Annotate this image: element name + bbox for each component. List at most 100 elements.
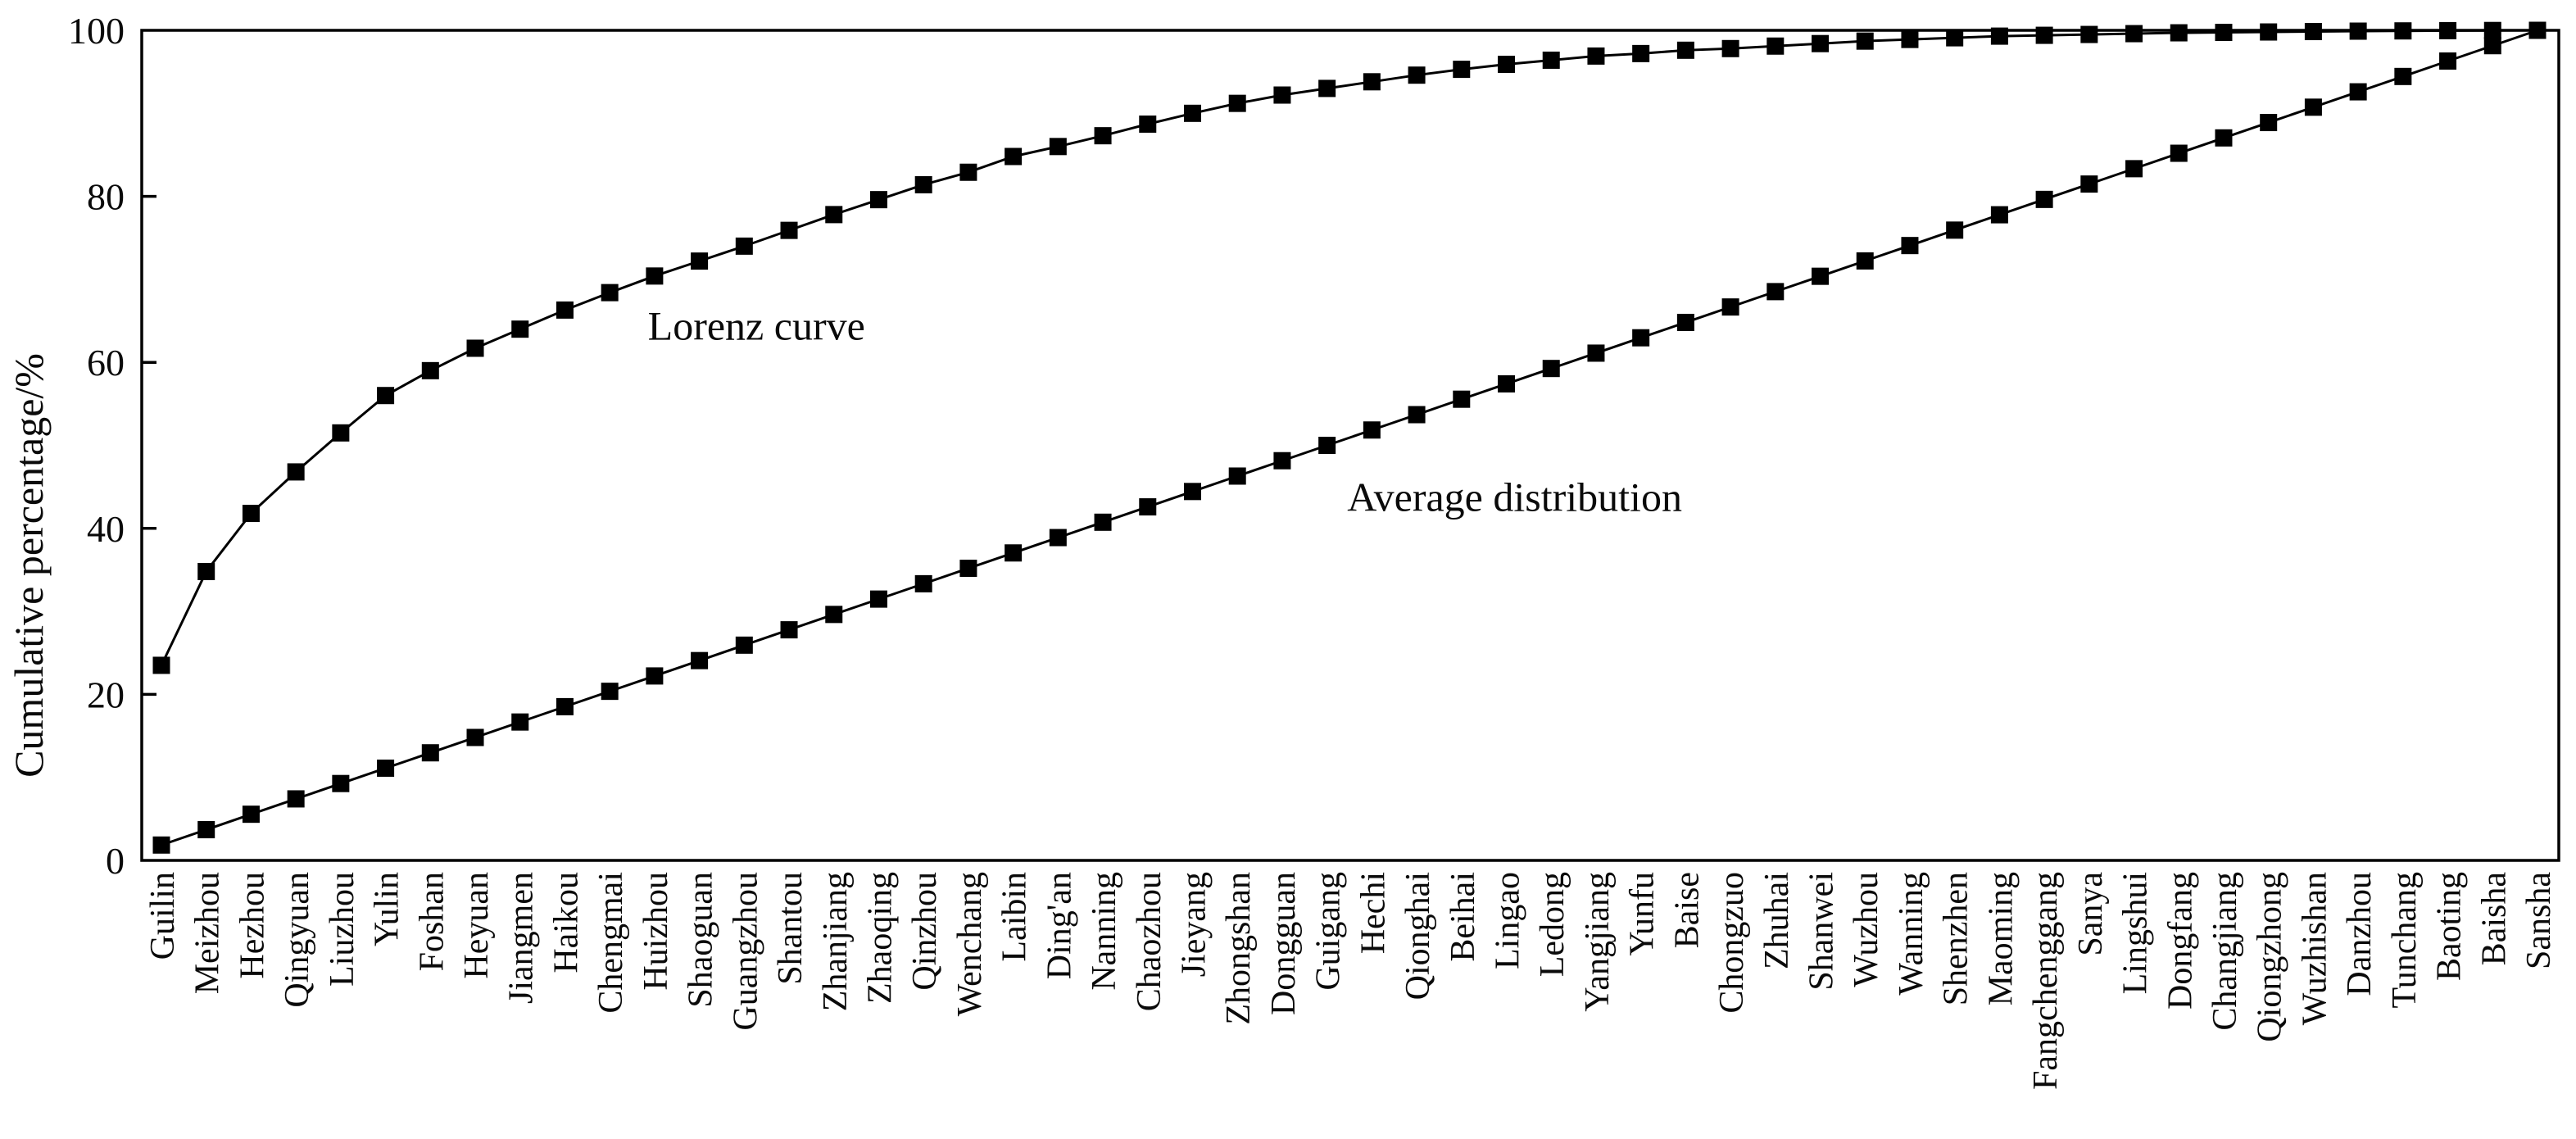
data-point-marker xyxy=(1183,483,1201,501)
x-category-label: Qionghai xyxy=(1399,872,1437,1000)
x-category-label: Fangchenggang xyxy=(2027,872,2065,1090)
data-point-marker xyxy=(2528,21,2547,39)
x-category-label: Foshan xyxy=(413,872,451,971)
x-category-label: Yunfu xyxy=(1624,872,1662,956)
data-point-marker xyxy=(332,774,350,792)
data-point-marker xyxy=(825,606,843,624)
x-category-label: Hechi xyxy=(1354,872,1392,954)
data-point-marker xyxy=(691,651,709,669)
x-category-label: Shenzhen xyxy=(1938,872,1975,1005)
data-point-marker xyxy=(1812,267,1830,285)
data-point-marker xyxy=(1094,127,1112,145)
x-category-label: Laibin xyxy=(996,872,1034,962)
x-category-label: Chongzuo xyxy=(1713,872,1751,1014)
x-category-label: Sansha xyxy=(2520,872,2558,969)
x-category-label: Shanwei xyxy=(1803,872,1841,991)
data-point-marker xyxy=(1273,452,1291,470)
x-category-label: Lingshui xyxy=(2117,872,2155,994)
data-point-marker xyxy=(1139,498,1157,516)
data-point-marker xyxy=(914,574,932,592)
data-point-marker xyxy=(1318,437,1336,454)
lorenz-curve-label: Lorenz curve xyxy=(648,303,865,349)
x-category-label: Baoting xyxy=(2431,872,2469,981)
data-point-marker xyxy=(242,805,260,824)
data-point-marker xyxy=(511,713,529,731)
data-point-marker xyxy=(2080,175,2098,193)
x-category-label: Guigang xyxy=(1310,872,1348,991)
data-point-marker xyxy=(1676,41,1694,59)
y-tick-label: 20 xyxy=(87,674,125,715)
data-point-marker xyxy=(1005,544,1023,562)
data-point-marker xyxy=(1228,94,1246,112)
data-point-marker xyxy=(646,667,664,685)
data-point-marker xyxy=(2483,21,2501,39)
data-point-marker xyxy=(1228,467,1246,485)
x-category-label: Qingyuan xyxy=(279,872,316,1008)
data-point-marker xyxy=(2170,144,2188,162)
average-distribution-series xyxy=(152,21,2547,854)
x-category-label: Liuzhou xyxy=(324,872,361,987)
data-series xyxy=(152,21,2547,854)
x-category-label: Lingao xyxy=(1490,872,1527,969)
x-category-label: Chaozhou xyxy=(1131,872,1168,1011)
plot-border xyxy=(140,29,2560,862)
data-point-marker xyxy=(2439,21,2457,39)
data-point-marker xyxy=(1990,27,2008,45)
data-point-marker xyxy=(1990,206,2008,224)
data-point-marker xyxy=(601,683,619,701)
x-category-label: Hezhou xyxy=(234,872,271,979)
data-point-marker xyxy=(869,191,887,209)
y-tick-label: 40 xyxy=(87,508,125,550)
x-category-label: Wenchang xyxy=(951,872,989,1016)
x-category-label: Baise xyxy=(1668,872,1706,948)
data-point-marker xyxy=(1721,298,1739,316)
data-point-marker xyxy=(1812,34,1830,52)
y-tick-label: 100 xyxy=(68,10,125,52)
data-point-marker xyxy=(242,505,260,523)
plot-area xyxy=(140,29,2560,862)
x-category-label: Ding'an xyxy=(1041,872,1078,979)
x-category-label: Heyuan xyxy=(458,872,496,979)
data-point-marker xyxy=(2349,22,2367,40)
data-point-marker xyxy=(1453,390,1471,408)
x-category-label: Nanning xyxy=(1086,872,1123,991)
data-point-marker xyxy=(1094,513,1112,531)
data-point-marker xyxy=(1318,79,1336,98)
x-category-label: Baisha xyxy=(2475,872,2513,966)
data-point-marker xyxy=(1901,30,1919,48)
data-point-marker xyxy=(691,252,709,270)
data-point-marker xyxy=(959,163,977,181)
data-point-marker xyxy=(332,424,350,442)
data-point-marker xyxy=(511,320,529,338)
x-category-label: Qinzhou xyxy=(906,872,944,991)
data-point-marker xyxy=(1049,138,1067,156)
x-category-label: Zhuhai xyxy=(1758,872,1796,969)
x-category-label: Zhanjiang xyxy=(817,872,855,1011)
data-point-marker xyxy=(2215,129,2233,147)
data-point-marker xyxy=(2439,52,2457,70)
data-point-marker xyxy=(2260,114,2278,132)
data-point-marker xyxy=(2125,160,2143,178)
y-tick-label: 80 xyxy=(87,176,125,218)
data-point-marker xyxy=(377,387,395,405)
data-point-marker xyxy=(287,790,305,808)
data-point-marker xyxy=(1049,529,1067,547)
data-point-marker xyxy=(466,339,484,357)
x-category-label: Yulin xyxy=(369,872,406,946)
data-point-marker xyxy=(1408,406,1426,424)
y-tick-label: 60 xyxy=(87,342,125,383)
data-point-marker xyxy=(959,560,977,578)
data-point-marker xyxy=(466,728,484,746)
data-point-marker xyxy=(2035,26,2053,44)
data-point-marker xyxy=(421,744,439,762)
data-point-marker xyxy=(377,759,395,777)
x-category-label: Qiongzhong xyxy=(2252,872,2289,1042)
data-point-marker xyxy=(1766,37,1785,55)
data-point-marker xyxy=(1408,66,1426,84)
data-point-marker xyxy=(780,221,798,239)
data-point-marker xyxy=(2215,24,2233,42)
data-point-marker xyxy=(1901,237,1919,255)
data-point-marker xyxy=(1856,32,1874,50)
data-point-marker xyxy=(780,621,798,639)
data-point-marker xyxy=(1542,360,1560,378)
